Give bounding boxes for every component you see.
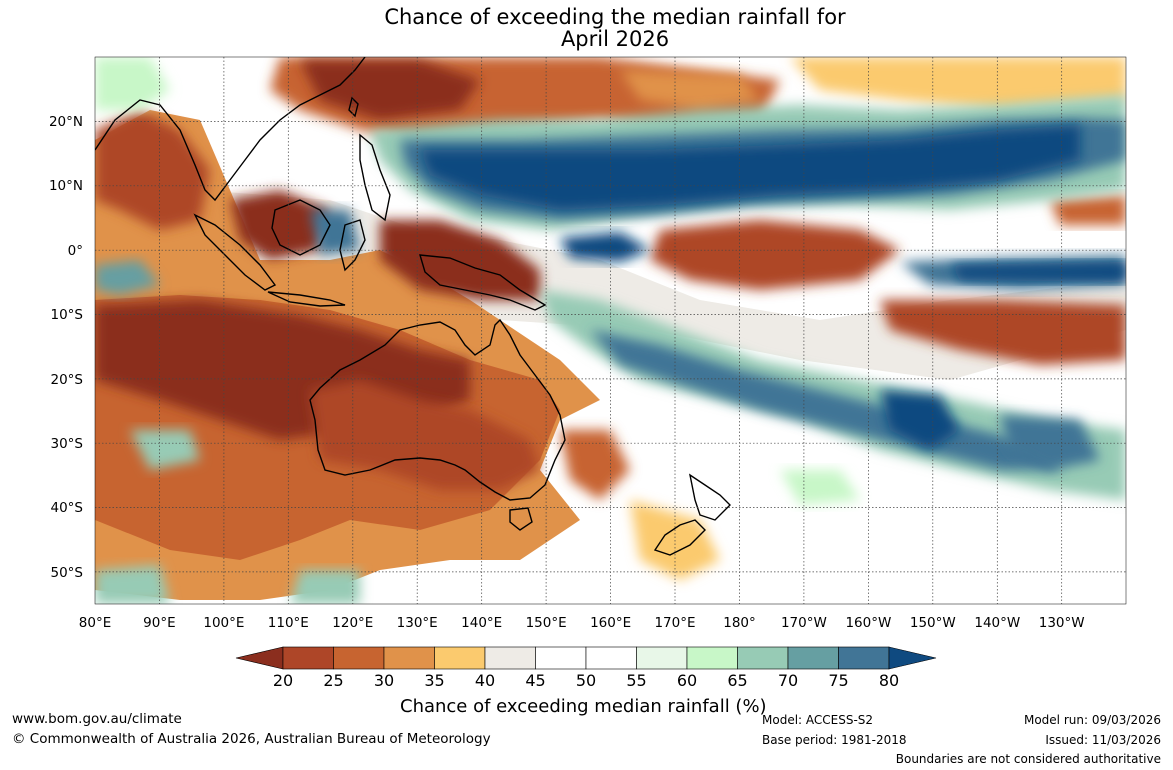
lat-label: 40°S [51, 500, 84, 516]
footer-copyright: © Commonwealth of Australia 2026, Austra… [12, 731, 491, 747]
australia-coastline [309, 318, 566, 501]
footer-model: Model: ACCESS-S2 [762, 713, 874, 727]
map-title-line1: Chance of exceeding the median rainfall … [384, 5, 846, 29]
new-zealand-south-coastline [653, 519, 706, 556]
taiwan-coastline [348, 96, 359, 118]
colorbar-swatch [434, 646, 486, 670]
lon-label: 160°W [845, 615, 891, 631]
lon-label: 140°E [461, 615, 502, 631]
colorbar-swatch [686, 646, 738, 670]
lon-label: 90°E [143, 615, 175, 631]
lon-label: 100°E [203, 615, 244, 631]
colorbar-tick-label: 50 [576, 671, 596, 690]
map-frame [94, 56, 1127, 605]
lon-label: 130°W [1039, 615, 1085, 631]
colorbar-tick-label: 70 [778, 671, 798, 690]
colorbar-tick-label: 75 [828, 671, 848, 690]
lon-label: 150°W [910, 615, 956, 631]
sumatra-coastline [193, 213, 277, 291]
colorbar-tick-labels: 20 25 30 35 40 45 50 55 60 65 70 75 80 [273, 671, 899, 690]
lon-label: 80°E [79, 615, 111, 631]
lat-label: 0° [68, 243, 83, 259]
colorbar-swatch [636, 646, 688, 670]
colorbar-swatch [585, 646, 637, 670]
lon-label: 170°W [781, 615, 827, 631]
new-guinea-coastline [419, 254, 547, 311]
lon-label: 180° [723, 615, 756, 631]
colorbar-tick-label: 60 [677, 671, 697, 690]
lon-label: 150°E [526, 615, 567, 631]
colorbar-tick-label: 20 [273, 671, 293, 690]
colorbar-swatches [235, 646, 937, 670]
footer-issued: Issued: 11/03/2026 [1045, 733, 1161, 747]
lon-label: 170°E [654, 615, 695, 631]
philippines-coastline [359, 133, 391, 222]
colorbar-tick-label: 55 [626, 671, 646, 690]
colorbar-extend-low [235, 646, 284, 670]
colorbar-tick-label: 30 [374, 671, 394, 690]
graticule [95, 57, 1126, 604]
asia-coastline [95, 57, 366, 202]
colorbar-swatch [282, 646, 334, 670]
lat-label: 50°S [51, 565, 84, 581]
lat-label: 20°S [51, 372, 84, 388]
colorbar-swatch [737, 646, 789, 670]
footer-url: www.bom.gov.au/climate [12, 711, 182, 727]
map-title-line2: April 2026 [560, 27, 670, 51]
lon-label: 130°E [397, 615, 438, 631]
java-coastline [267, 291, 346, 307]
colorbar-tick-label: 45 [525, 671, 545, 690]
colorbar-swatch [787, 646, 839, 670]
colorbar-tick-label: 35 [424, 671, 444, 690]
lon-label: 140°W [974, 615, 1020, 631]
lat-label: 30°S [51, 436, 84, 452]
colorbar-swatch [333, 646, 385, 670]
colorbar-tick-label: 25 [323, 671, 343, 690]
colorbar-tick-label: 40 [475, 671, 495, 690]
latitude-labels: 20°N 10°N 0° 10°S 20°S 30°S 40°S 50°S [49, 114, 83, 581]
borneo-coastline [271, 199, 331, 256]
colorbar-swatch [838, 646, 890, 670]
colorbar: 20 25 30 35 40 45 50 55 60 65 70 75 80 [235, 646, 937, 690]
footer-model-run: Model run: 09/03/2026 [1023, 713, 1161, 727]
colorbar-swatch [535, 646, 587, 670]
colorbar-tick-label: 80 [879, 671, 899, 690]
lat-label: 10°N [49, 178, 83, 194]
lat-label: 10°S [51, 307, 84, 323]
lat-label: 20°N [49, 114, 83, 130]
lon-label: 110°E [268, 615, 309, 631]
footer-base-period: Base period: 1981-2018 [762, 733, 907, 747]
colorbar-swatch [383, 646, 435, 670]
colorbar-tick-label: 65 [727, 671, 747, 690]
lon-label: 120°E [332, 615, 373, 631]
colorbar-title: Chance of exceeding median rainfall (%) [400, 696, 767, 717]
tasmania-coastline [509, 507, 533, 531]
footer-disclaimer: Boundaries are not considered authoritat… [895, 752, 1161, 766]
new-zealand-north-coastline [688, 473, 731, 521]
longitude-labels: 80°E 90°E 100°E 110°E 120°E 130°E 140°E … [79, 615, 1085, 631]
lon-label: 160°E [590, 615, 631, 631]
coastlines [95, 57, 731, 556]
map-plot-area [95, 57, 1126, 604]
colorbar-extend-high [888, 646, 937, 670]
colorbar-swatch [484, 646, 536, 670]
